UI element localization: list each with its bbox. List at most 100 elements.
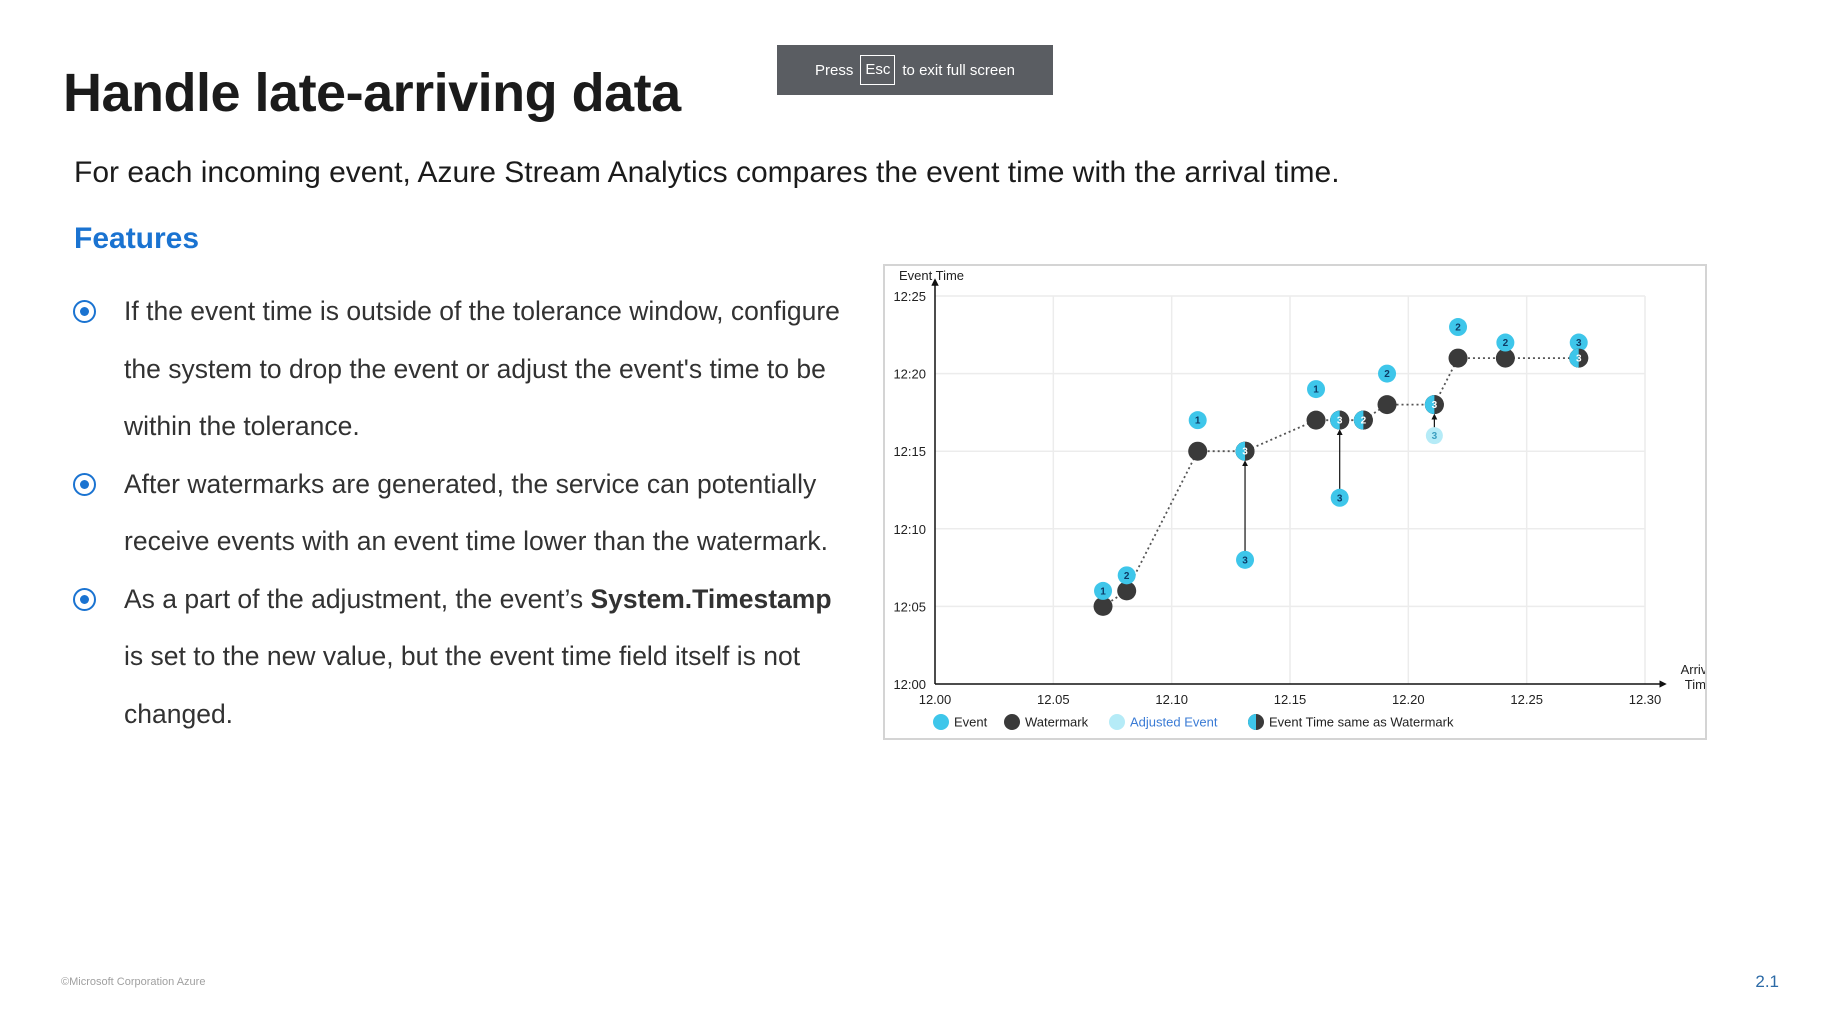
event-label: 2	[1455, 323, 1461, 334]
event-marker: 3	[1236, 550, 1255, 569]
x-tick-label: 12.15	[1274, 692, 1307, 707]
y-tick-label: 12:15	[893, 444, 926, 459]
same-time-marker: 3	[1330, 410, 1350, 430]
feature-item: As a part of the adjustment, the event’s…	[72, 571, 852, 744]
radio-bullet-icon	[73, 472, 96, 496]
watermark-point	[1117, 581, 1137, 601]
x-axis-label: Arrival	[1681, 662, 1705, 677]
watermark-point	[1377, 395, 1397, 415]
event-dot	[1569, 333, 1588, 352]
x-tick-label: 12.30	[1629, 692, 1662, 707]
event-dot	[1188, 411, 1207, 430]
legend-label: Event Time same as Watermark	[1269, 715, 1454, 730]
x-tick-label: 12.25	[1510, 692, 1543, 707]
event-marker: 2	[1378, 364, 1397, 383]
same-time-half	[1235, 441, 1246, 461]
event-marker: 3	[1330, 488, 1349, 507]
event-marker: 1	[1307, 380, 1326, 399]
same-time-half	[1330, 410, 1340, 430]
features-heading: Features	[74, 222, 200, 255]
event-label: 1	[1100, 586, 1106, 597]
legend-swatch	[1109, 714, 1125, 730]
event-label: 2	[1384, 369, 1390, 380]
same-time-label: 2	[1361, 416, 1367, 427]
event-dot	[1094, 581, 1113, 600]
watermark-point	[1093, 596, 1113, 616]
y-tick-label: 12:25	[893, 289, 926, 304]
feature-item: After watermarks are generated, the serv…	[72, 456, 852, 571]
legend-label: Adjusted Event	[1130, 715, 1218, 730]
event-marker: 3	[1569, 333, 1588, 352]
same-time-marker: 2	[1353, 410, 1373, 430]
feature-item: If the event time is outside of the tole…	[72, 283, 852, 456]
watermark-line	[1102, 357, 1579, 608]
watermark-point	[1188, 441, 1208, 461]
esc-key-badge: Esc	[860, 55, 896, 85]
event-marker: 2	[1117, 566, 1136, 585]
feature-list: If the event time is outside of the tole…	[72, 283, 852, 743]
chart-frame: 12.00 12.05 12.10 12.15 12.20 12.25 12.30 12:00…	[883, 264, 1718, 740]
feature-text-bold: System.Timestamp	[590, 583, 832, 614]
y-tick-label: 12:05	[893, 599, 926, 614]
event-dot	[1330, 488, 1349, 507]
feature-text-post: is set to the new value, but the event t…	[124, 641, 801, 729]
event-marker: 1	[1188, 411, 1207, 430]
slide-subtitle: For each incoming event, Azure Stream An…	[74, 156, 1340, 189]
radio-bullet-icon	[73, 300, 96, 323]
event-dot	[1378, 364, 1397, 383]
y-tick-label: 12:10	[893, 522, 926, 537]
event-label: 1	[1313, 385, 1319, 396]
same-time-marker: 3	[1235, 441, 1255, 461]
same-time-label: 3	[1242, 447, 1248, 458]
legend-label: Event	[954, 715, 988, 730]
event-dot	[1307, 380, 1326, 399]
event-marker: 1	[1094, 581, 1113, 600]
toast-message: to exit full screen	[902, 61, 1015, 79]
legend-swatch	[1004, 714, 1020, 730]
x-tick-label: 12.00	[919, 692, 952, 707]
same-time-label: 3	[1337, 416, 1343, 427]
feature-text: After watermarks are generated, the serv…	[124, 468, 829, 557]
same-time-half	[1424, 395, 1435, 415]
watermark-point	[1306, 410, 1326, 430]
feature-text: If the event time is outside of the tole…	[124, 296, 840, 441]
radio-bullet-icon	[73, 587, 96, 611]
event-marker: 2	[1496, 333, 1515, 352]
event-label: 2	[1503, 338, 1509, 349]
toast-press-text: Press	[815, 61, 854, 79]
event-dot	[1236, 550, 1255, 569]
event-label: 3	[1242, 555, 1248, 566]
y-tick-label: 12:00	[893, 677, 926, 692]
x-tick-label: 12.10	[1155, 692, 1188, 707]
fullscreen-toast: Press Esc to exit full screen	[777, 45, 1053, 95]
legend-swatch-half	[1248, 714, 1256, 730]
x-axis-label: Time	[1685, 677, 1705, 692]
same-time-label: 3	[1432, 400, 1438, 411]
legend-label: Watermark	[1025, 715, 1089, 730]
copyright-footer: ©Microsoft Corporation Azure	[61, 976, 206, 988]
event-label: 3	[1432, 431, 1438, 442]
event-time-chart: 12.00 12.05 12.10 12.15 12.20 12.25 12.30 12:00…	[893, 268, 1718, 730]
event-label: 3	[1576, 338, 1582, 349]
event-dot	[1117, 566, 1136, 585]
x-tick-label: 12.20	[1392, 692, 1425, 707]
watermark-point	[1495, 348, 1515, 368]
y-axis-label: Event Time	[899, 268, 964, 283]
feature-text-pre: As a part of the adjustment, the event’s	[124, 583, 591, 614]
event-label: 3	[1337, 493, 1343, 504]
watermark-point	[1448, 348, 1468, 368]
same-time-label: 3	[1576, 354, 1582, 365]
event-dot	[1425, 427, 1443, 445]
same-time-marker: 3	[1569, 348, 1589, 368]
y-tick-label: 12:20	[893, 367, 926, 382]
slide-title: Handle late-arriving data	[63, 63, 681, 123]
event-label: 1	[1195, 416, 1201, 427]
same-time-marker: 3	[1424, 395, 1444, 415]
event-marker: 2	[1449, 318, 1468, 337]
event-dot	[1449, 318, 1468, 337]
event-dot	[1496, 333, 1515, 352]
page-number: 2.1	[1755, 972, 1779, 991]
event-marker: 3	[1425, 427, 1443, 445]
same-time-half	[1569, 348, 1579, 368]
event-label: 2	[1124, 571, 1130, 582]
